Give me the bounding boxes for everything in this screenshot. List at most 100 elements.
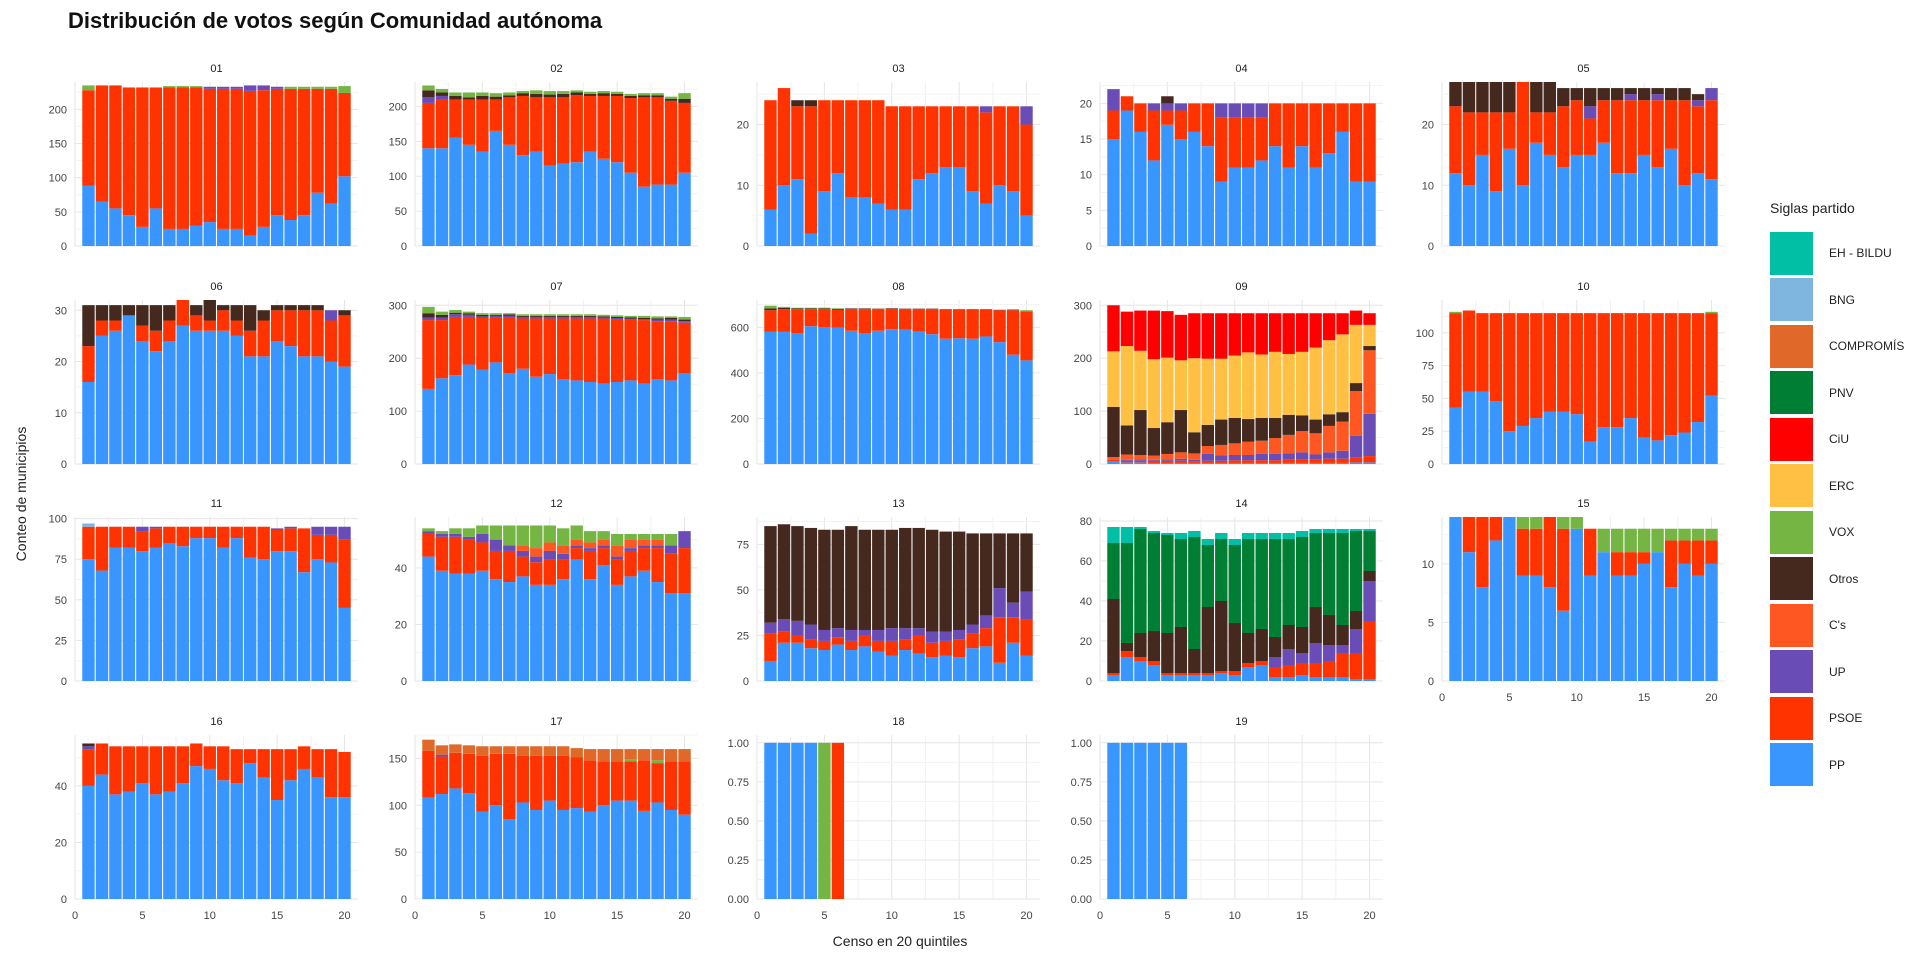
bar-segment [476,533,489,543]
bar-segment [530,525,543,549]
bar-segment [899,209,912,246]
bar-segment [1295,351,1309,416]
bar-segment [777,524,791,620]
bar-segment [570,315,583,317]
bar-segment [1543,587,1557,681]
bar-segment [543,584,556,681]
bar-segment [1651,528,1664,553]
y-tick-label: 100 [1074,406,1092,418]
bar-segment [449,316,462,376]
bar-segment [311,192,324,246]
bar-segment [1020,124,1033,216]
bar-segment [1691,173,1705,246]
bar-segment [136,341,149,464]
bar-segment [610,95,624,163]
bar-segment [664,98,678,101]
bar-segment [1349,462,1363,464]
bar-segment [1120,96,1134,111]
bar-segment [912,527,925,629]
bar-segment [1006,309,1020,311]
bar-segment [476,811,489,899]
bar-segment [489,746,503,754]
bar-segment [1336,462,1349,464]
bar-segment [1476,313,1489,392]
bar-segment [422,90,435,98]
bar-segment [1705,563,1718,681]
bar-segment [610,319,624,382]
bar-segment [858,309,872,334]
bar-segment [1134,661,1147,681]
bar-segment [1705,88,1718,101]
bar-segment [1188,131,1201,246]
bar-segment [1570,154,1583,246]
bar-segment [257,777,270,899]
bar-segment [489,753,503,806]
y-tick-label: 100 [1416,328,1434,340]
y-tick-label: 50 [1422,393,1434,405]
bar-segment [1309,643,1322,663]
bar-segment [257,320,270,357]
bar-segment [489,525,503,540]
bar-segment [583,550,597,580]
bar-segment [163,320,176,341]
bar-segment [818,327,831,464]
bar-segment [1624,528,1637,553]
bar-segment [1624,100,1637,174]
bar-segment [1107,305,1120,352]
bar-segment [284,528,297,552]
bar-segment [503,753,516,820]
bar-segment [1020,533,1033,592]
bar-segment [1134,633,1147,657]
bar-segment [297,768,311,899]
bar-segment [489,550,503,580]
bar-segment [1295,146,1309,246]
bar-segment [311,534,324,560]
bar-segment [1107,110,1120,140]
bar-segment [1188,461,1201,463]
bar-segment [284,88,297,221]
bar-segment [899,309,912,330]
bar-segment [136,551,149,681]
bar-segment [678,531,691,549]
bar-segment [651,802,664,899]
bar-segment [176,526,190,547]
bar-segment [1268,657,1282,667]
y-tick-label: 600 [731,322,749,334]
legend-item: ERC [1770,463,1904,510]
bar-segment [1309,103,1322,168]
bar-segment [885,529,898,629]
bar-segment [939,631,952,641]
bar-segment [1309,433,1322,455]
bar-segment [1597,427,1610,464]
panel-label: 02 [550,63,562,75]
bar-segment [610,315,624,317]
bar-segment [449,99,462,138]
bar-segment [610,584,624,681]
panel-label: 12 [550,498,562,510]
panel-label: 06 [210,281,222,293]
bar-segment [1215,117,1228,182]
bar-segment [1268,146,1282,246]
bar-segment [163,526,176,543]
bar-segment [557,97,570,164]
bar-segment [1651,100,1664,168]
legend-item: C's [1770,602,1904,649]
bar-segment [912,179,925,246]
bar-segment [1268,533,1282,539]
bar-segment [1349,310,1363,325]
bar-segment [530,755,543,810]
legend-item: EH - BILDU [1770,230,1904,277]
bar-segment [1188,649,1201,673]
bar-segment [1174,314,1188,361]
bar-segment [583,548,597,551]
bar-segment [435,378,449,464]
y-tick-label: 20 [737,120,749,132]
bar-segment [651,321,664,380]
bar-segment [1336,653,1349,677]
bar-segment [1449,173,1462,246]
bar-segment [1228,455,1241,461]
legend-swatch [1770,278,1813,322]
bar-segment [1610,173,1624,246]
bar-segment [1363,529,1376,531]
y-tick-label: 40 [395,563,407,575]
